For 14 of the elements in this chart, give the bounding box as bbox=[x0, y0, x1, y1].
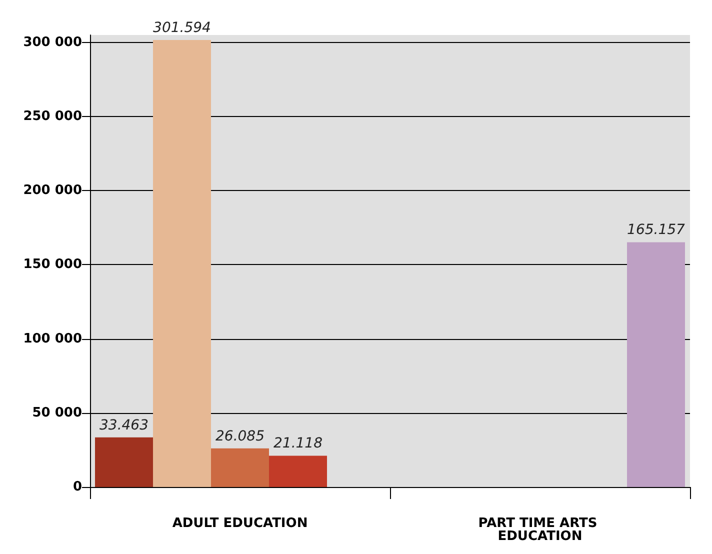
x-tick-label: PART TIME ARTS EDUCATION bbox=[478, 516, 602, 544]
y-tick-label: 50 000 bbox=[32, 405, 82, 420]
data-label: 165.157 bbox=[627, 222, 686, 238]
y-tick-label: 250 000 bbox=[23, 109, 82, 124]
x-tick-label: ADULT EDUCATION bbox=[172, 516, 308, 531]
y-tick-label: 300 000 bbox=[23, 34, 82, 50]
data-label: 26.085 bbox=[216, 428, 265, 444]
data-label: 301.594 bbox=[153, 20, 211, 36]
data-label: 33.463 bbox=[100, 417, 148, 434]
data-label: 21.118 bbox=[274, 436, 323, 452]
y-tick-label: 200 000 bbox=[23, 183, 82, 198]
y-tick-label: 150 000 bbox=[23, 257, 82, 272]
y-tick-label: 100 000 bbox=[23, 331, 82, 346]
y-tick-label: 0 bbox=[72, 480, 82, 494]
